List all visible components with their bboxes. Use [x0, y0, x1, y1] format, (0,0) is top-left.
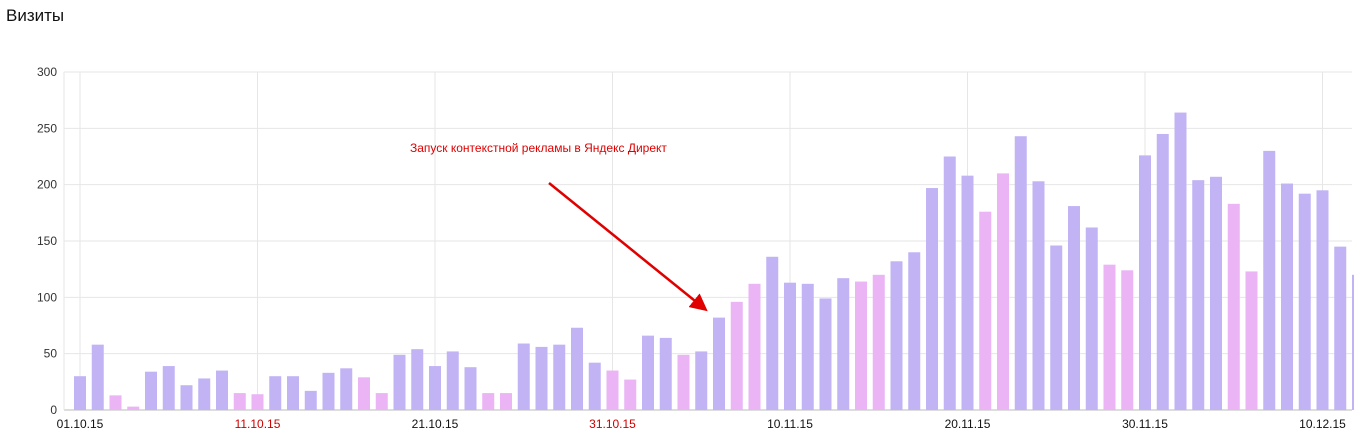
x-tick-label: 31.10.15: [589, 417, 636, 431]
bar: [979, 211, 992, 410]
bar: [517, 343, 530, 410]
x-tick-label: 10.11.15: [767, 417, 813, 431]
bar: [766, 256, 779, 410]
bar: [180, 385, 193, 410]
bar: [91, 344, 104, 410]
x-tick-label: 10.12.15: [1299, 417, 1346, 431]
bar: [872, 274, 885, 410]
bar: [677, 354, 690, 410]
bar: [358, 377, 370, 410]
bar: [730, 301, 743, 410]
y-tick-label: 300: [37, 65, 57, 79]
bar: [1032, 181, 1045, 410]
bar: [606, 370, 619, 410]
x-tick-label: 11.10.15: [235, 417, 281, 431]
bar: [624, 379, 637, 410]
bar: [926, 188, 938, 410]
y-tick-label: 0: [50, 403, 57, 417]
bar: [571, 327, 583, 410]
bar: [1298, 193, 1311, 410]
bar: [535, 346, 548, 410]
bar: [588, 362, 601, 410]
bar: [1174, 112, 1187, 410]
bar: [304, 390, 317, 410]
bar: [1156, 133, 1169, 410]
y-tick-label: 150: [37, 234, 57, 248]
bar: [198, 378, 211, 410]
bar: [393, 354, 406, 410]
bar: [1263, 150, 1276, 410]
x-tick-label: 20.11.15: [945, 417, 991, 431]
bar: [429, 366, 441, 410]
bar: [1227, 203, 1240, 410]
bar: [127, 406, 140, 410]
y-tick-label: 100: [37, 290, 57, 304]
y-tick-label: 200: [37, 178, 57, 192]
y-axis: 0 50 100 150 200 250 300: [37, 65, 57, 417]
bar: [855, 281, 867, 410]
y-tick-label: 50: [44, 347, 58, 361]
bar: [784, 282, 796, 410]
bar: [553, 344, 566, 410]
bar: [1139, 155, 1151, 410]
bar: [1192, 180, 1205, 410]
bar: [943, 156, 956, 410]
x-tick-label: 01.10.15: [57, 417, 104, 431]
bar: [748, 283, 761, 410]
bar: [1316, 190, 1329, 410]
annotation: Запуск контекстной рекламы в Яндекс Дире…: [410, 141, 708, 312]
x-axis: 01.10.15 11.10.15 21.10.15 31.10.15 10.11.15…: [57, 417, 1347, 431]
bar: [1245, 271, 1258, 410]
bar: [1068, 206, 1080, 410]
bar: [1352, 274, 1354, 410]
bar: [1210, 176, 1222, 410]
bar: [1050, 245, 1063, 410]
bar: [500, 393, 512, 410]
bar: [713, 317, 725, 410]
bar: [482, 393, 495, 410]
x-tick-label: 30.11.15: [1122, 417, 1168, 431]
bar: [1103, 264, 1116, 410]
bar: [162, 366, 175, 410]
bar: [109, 395, 122, 410]
annotation-label: Запуск контекстной рекламы в Яндекс Дире…: [410, 141, 667, 155]
y-tick-label: 250: [37, 121, 57, 135]
bar: [145, 371, 157, 410]
bar: [908, 252, 921, 410]
bar: [446, 351, 459, 410]
bar: [233, 393, 246, 410]
bar: [411, 349, 424, 410]
bar: [1281, 183, 1293, 410]
bar: [642, 335, 654, 410]
bar: [1334, 246, 1347, 410]
bar: [74, 376, 86, 410]
x-tick-label: 21.10.15: [412, 417, 459, 431]
bar: [659, 337, 672, 410]
bar: [1014, 136, 1027, 410]
bar: [1085, 227, 1098, 410]
bar: [695, 351, 708, 410]
bar: [890, 261, 903, 410]
bar: [287, 376, 299, 410]
bar: [1121, 270, 1134, 410]
bars: [74, 112, 1354, 410]
bar: [464, 367, 477, 410]
bar: [340, 368, 353, 410]
bar: [375, 393, 388, 410]
bar: [961, 175, 974, 410]
chart-title: Визиты: [6, 6, 65, 25]
bar: [216, 370, 228, 410]
bar: [322, 372, 335, 410]
bar: [801, 283, 814, 410]
bar: [997, 173, 1009, 410]
bar: [837, 278, 850, 410]
bar: [819, 298, 832, 410]
bar: [269, 376, 282, 410]
annotation-arrow: [548, 182, 708, 312]
bar: [251, 394, 264, 410]
